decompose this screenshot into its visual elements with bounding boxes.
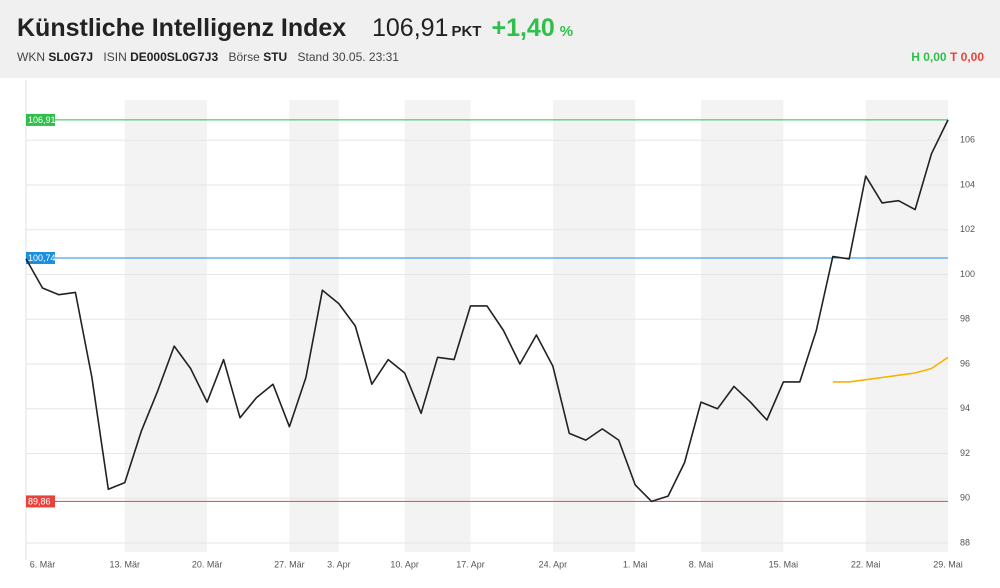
- y-tick-label: 96: [960, 358, 970, 368]
- x-tick-label: 20. Mär: [192, 559, 223, 569]
- value: 106,91: [372, 14, 449, 42]
- y-tick-label: 102: [960, 224, 975, 234]
- unit: PKT: [451, 23, 482, 40]
- week-band: [124, 100, 208, 552]
- y-tick-label: 88: [960, 537, 970, 547]
- change-unit: %: [559, 23, 574, 40]
- week-band: [404, 100, 471, 552]
- high-value: 0,00: [923, 50, 947, 64]
- price-line: [25, 119, 949, 503]
- meta-label: WKN: [17, 50, 45, 64]
- price-line: [832, 356, 949, 383]
- meta: WKN SL0G7J ISIN DE000SL0G7J3 Börse STU S…: [17, 50, 399, 64]
- meta-label: Börse: [228, 50, 260, 64]
- meta-value: DE000SL0G7J3: [130, 50, 219, 64]
- x-tick-label: 13. Mär: [110, 559, 141, 569]
- x-tick-label: 17. Apr: [456, 559, 485, 569]
- y-tick-label: 98: [960, 314, 970, 324]
- change-value: +1,40: [491, 14, 555, 42]
- title: Künstliche Intelligenz Index: [17, 14, 347, 42]
- week-band: [289, 100, 339, 552]
- level-label: 106,91: [28, 115, 56, 125]
- week-band: [552, 100, 636, 552]
- y-tick-label: 90: [960, 493, 970, 503]
- y-tick-label: 100: [960, 269, 975, 279]
- y-tick-label: 94: [960, 403, 970, 413]
- meta-value: STU: [263, 50, 288, 64]
- x-tick-label: 24. Apr: [539, 559, 568, 569]
- high: H 0,00: [911, 50, 946, 64]
- x-tick-label: 22. Mai: [851, 559, 881, 569]
- meta-value: SL0G7J: [48, 50, 94, 64]
- header: Künstliche Intelligenz Index 106,91 PKT +1…: [0, 0, 1000, 78]
- y-tick-label: 106: [960, 135, 975, 145]
- low: T 0,00: [950, 50, 984, 64]
- x-tick-label: 8. Mai: [689, 559, 714, 569]
- x-tick-label: 1. Mai: [623, 559, 648, 569]
- x-tick-label: 29. Mai: [933, 559, 963, 569]
- level-label: 89,86: [28, 496, 51, 506]
- x-tick-label: 3. Apr: [327, 559, 351, 569]
- stand: Stand 30.05. 23:31: [297, 50, 399, 64]
- x-tick-label: 6. Mär: [30, 559, 56, 569]
- low-value: 0,00: [960, 50, 984, 64]
- x-tick-label: 27. Mär: [274, 559, 305, 569]
- y-tick-label: 92: [960, 448, 970, 458]
- week-band: [865, 100, 948, 552]
- y-tick-label: 104: [960, 179, 975, 189]
- level-label: 100,74: [28, 253, 56, 263]
- high-label: H: [911, 50, 920, 64]
- level-tag: [26, 113, 55, 126]
- level-tag: [26, 251, 55, 264]
- price: 106,91 PKT +1,40%: [372, 14, 573, 43]
- x-tick-label: 15. Mai: [769, 559, 799, 569]
- high-low: H 0,00 T 0,00: [911, 50, 984, 64]
- week-band: [701, 100, 784, 552]
- change: +1,40%: [491, 14, 573, 42]
- chart: 88 90 92 94 96 98 100 102 104 106 6. Mär 13. Mär 20.…: [25, 80, 975, 569]
- low-label: T: [949, 50, 958, 64]
- level-tag: [26, 495, 55, 508]
- x-tick-label: 10. Apr: [390, 559, 419, 569]
- meta-label: ISIN: [103, 50, 127, 64]
